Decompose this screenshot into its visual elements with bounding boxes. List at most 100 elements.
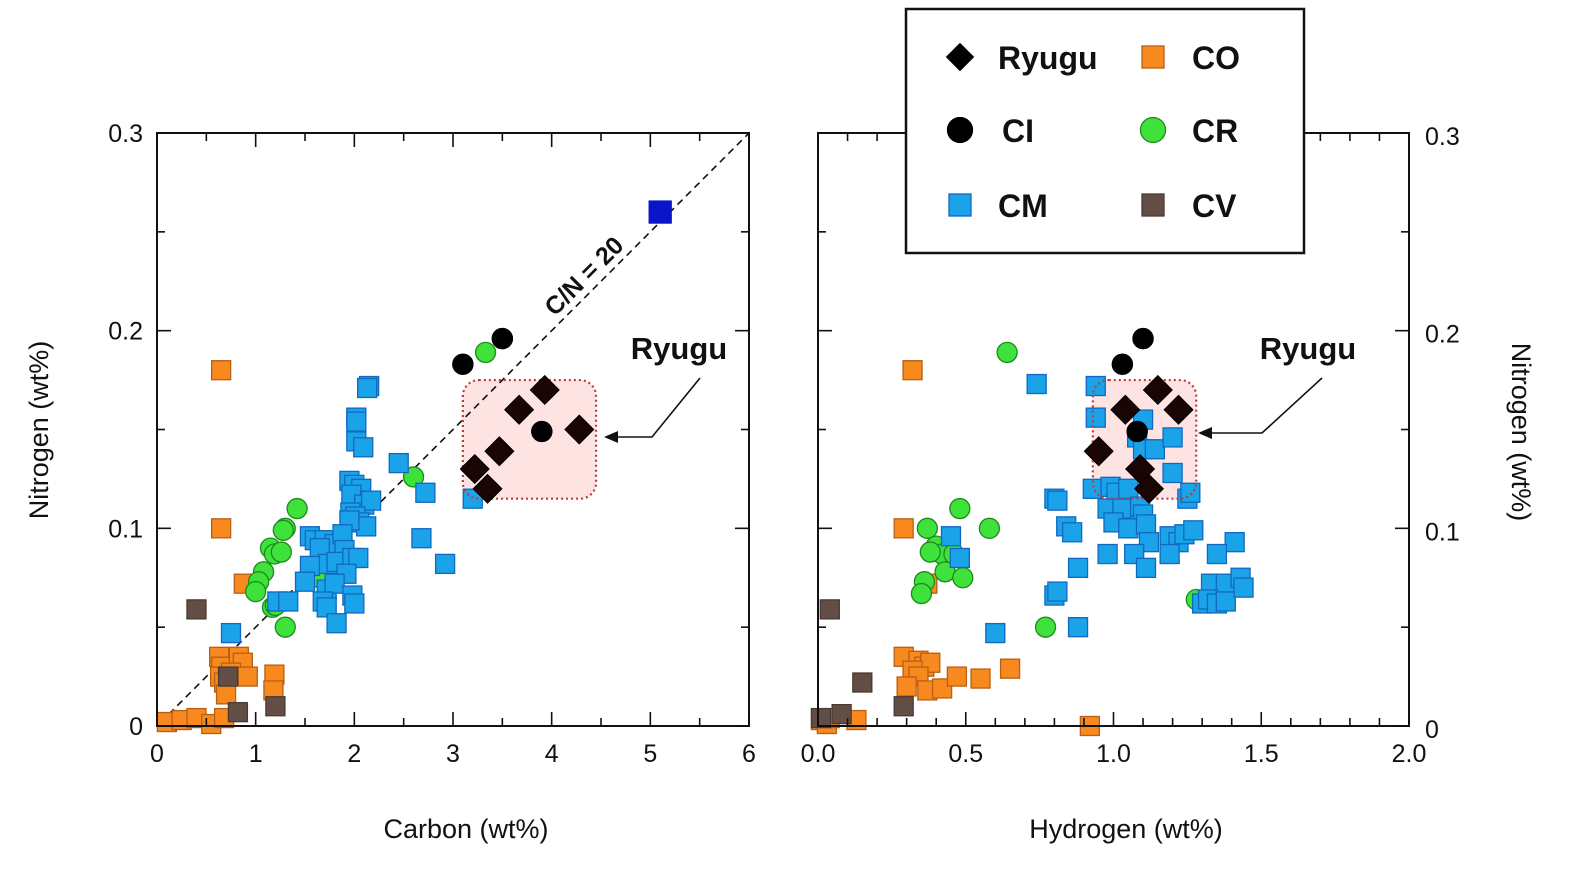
right-point-co-9 <box>896 676 917 697</box>
right-point-cm-44 <box>1233 577 1254 598</box>
right-x-axis-title: Hydrogen (wt%) <box>1029 814 1223 844</box>
left-point-ryugu-top-1 <box>504 394 535 425</box>
left-point-cr-0 <box>286 497 308 520</box>
right-point-cm-18 <box>1061 522 1083 543</box>
left-point-cm-41 <box>415 482 436 503</box>
left-point-cr-13 <box>474 341 497 364</box>
left-x-tick-label: 1 <box>249 740 263 768</box>
left-point-co-11 <box>237 666 258 687</box>
legend-frame <box>904 7 1306 255</box>
left-point-cm-43 <box>434 553 456 575</box>
cn-ratio-reference-line <box>168 132 750 715</box>
left-point-cm-11 <box>360 490 382 511</box>
left-point-ryugu-top-3 <box>484 436 515 467</box>
legend-label-ryugu: Ryugu <box>998 40 1098 76</box>
right-point-cm-51 <box>985 622 1006 644</box>
left-point-cv-0 <box>186 599 207 620</box>
right-point-cm-35 <box>1224 532 1245 553</box>
right-point-ryugu-top-5 <box>1134 473 1164 504</box>
right-point-ryugu-top-0 <box>1142 375 1173 405</box>
left-point-cv-2 <box>227 702 249 723</box>
right-panel-hydrogen-vs-nitrogen: 0.0 0.5 1.0 1.5 2.00 0.1 0.2 0.3 Hydrogen (wt%)… <box>801 123 1536 844</box>
right-point-cm-32 <box>1097 543 1118 565</box>
left-x-tick-label: 0 <box>150 740 164 768</box>
right-point-co-13 <box>970 668 991 689</box>
right-point-cm-6 <box>1144 439 1166 460</box>
right-point-cm-36 <box>1206 543 1228 565</box>
right-point-cm-8 <box>1162 462 1183 484</box>
right-point-cr-11 <box>910 582 933 605</box>
right-point-ci-top-0 <box>1111 353 1134 375</box>
left-y-tick-label: 0.2 <box>108 318 143 346</box>
right-point-ryugu-top-3 <box>1083 436 1114 467</box>
right-point-ci-top-2 <box>1126 420 1148 443</box>
right-point-cm-46 <box>1047 581 1068 602</box>
left-point-cr-8 <box>245 580 267 603</box>
left-point-co-0 <box>210 360 232 381</box>
left-point-cm-45 <box>220 622 242 644</box>
legend-marker-ci-icon <box>946 116 974 144</box>
left-ryugu-arrow <box>606 377 701 438</box>
legend-marker-co-icon <box>1141 45 1165 69</box>
left-point-cm-1 <box>357 377 378 399</box>
legend-item-cr: CR <box>1139 113 1238 149</box>
right-point-ryugu-top-2 <box>1163 394 1194 425</box>
left-ryugu-highlight-box <box>462 380 597 499</box>
left-point-cm-high-0 <box>648 200 672 224</box>
legend-label-cv: CV <box>1192 188 1237 224</box>
left-panel-carbon-vs-nitrogen: 0 1 2 3 4 5 6 0 0.1 0.2 0.3 Carbon (wt%) Nitrogen … <box>24 120 756 844</box>
right-point-cr-0 <box>996 341 1018 364</box>
right-point-cm-48 <box>940 526 962 547</box>
right-y-tick-label: 0 <box>1425 716 1439 744</box>
left-point-co-1 <box>210 518 232 539</box>
left-y-tick-label: 0.3 <box>108 120 143 148</box>
legend-marker-ryugu-icon <box>945 42 975 72</box>
right-point-cm-0 <box>1026 373 1047 395</box>
right-point-cv-3 <box>831 703 852 725</box>
left-point-cm-39 <box>278 591 299 612</box>
left-point-cm-3 <box>346 411 367 432</box>
legend-marker-cm-icon <box>948 193 972 217</box>
left-point-cm-30 <box>294 571 316 592</box>
right-point-cr-12 <box>1034 616 1057 638</box>
left-point-ci-top-1 <box>491 327 513 350</box>
right-x-tick-label: 2.0 <box>1392 740 1427 768</box>
legend-item-ryugu: Ryugu <box>945 40 1098 76</box>
right-point-cm-2 <box>1085 407 1106 428</box>
left-x-axis-title: Carbon (wt%) <box>383 814 548 844</box>
right-x-tick-label: 0.0 <box>801 740 836 768</box>
left-point-cm-34 <box>344 593 365 614</box>
legend-label-cr: CR <box>1192 113 1238 149</box>
right-point-cr-2 <box>916 517 938 539</box>
right-x-tick-label: 1.0 <box>1096 740 1131 768</box>
right-y-tick-label: 0.3 <box>1425 123 1460 151</box>
legend-marker-cr-icon <box>1139 116 1167 144</box>
left-x-tick-label: 3 <box>446 740 460 768</box>
left-point-ryugu-top-2 <box>564 414 595 445</box>
left-point-ci-top-2 <box>531 420 553 443</box>
left-point-ryugu-top-4 <box>459 454 490 484</box>
left-point-cr-5 <box>270 541 292 563</box>
right-point-co-1 <box>893 518 914 539</box>
left-ryugu-arrowhead-icon <box>604 431 618 443</box>
left-point-ci-top-0 <box>452 353 474 375</box>
left-point-cv-3 <box>265 696 286 717</box>
right-point-cm-7 <box>1162 427 1183 448</box>
legend-item-cv: CV <box>1141 188 1237 224</box>
cn-ratio-line-label: C/N = 20 <box>539 231 629 321</box>
left-point-cm-42 <box>411 528 432 549</box>
right-point-cm-34 <box>1135 557 1157 579</box>
left-point-cm-5 <box>353 437 374 458</box>
left-point-cm-27 <box>348 547 369 569</box>
right-point-cm-50 <box>1067 557 1089 579</box>
left-point-cm-32 <box>324 573 345 594</box>
right-point-cv-4 <box>810 707 832 729</box>
right-point-co-12 <box>946 666 968 687</box>
legend-label-cm: CM <box>998 188 1048 224</box>
right-point-cr-1 <box>949 497 971 520</box>
left-point-ryugu-top-5 <box>472 473 503 504</box>
left-point-cm-37 <box>326 613 347 634</box>
right-y-tick-label: 0.2 <box>1425 321 1460 349</box>
left-ryugu-highlight-outline <box>461 378 598 500</box>
